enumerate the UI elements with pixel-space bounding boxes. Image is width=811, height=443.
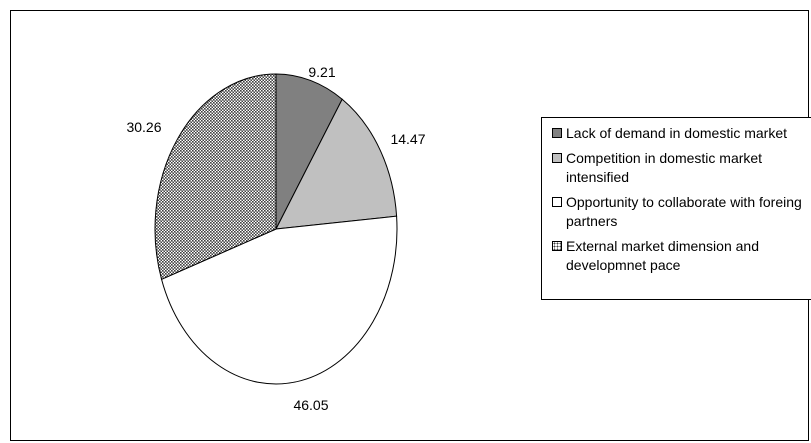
legend-item-competition: Competition in domestic market intensifi…: [552, 149, 811, 187]
pie-slice-opportunity: [160, 215, 398, 385]
pie-slice-lack-of-demand: [275, 73, 343, 230]
legend-swatch-competition: [552, 153, 562, 163]
data-label-external-market: 30.26: [126, 119, 161, 135]
legend-swatch-opportunity: [552, 197, 562, 207]
legend-label: Lack of demand in domestic market: [566, 125, 787, 141]
data-label-lack-of-demand: 9.21: [308, 64, 335, 80]
legend-item-external-market: External market dimension and developmne…: [552, 237, 811, 275]
pie-slice-competition: [275, 98, 398, 230]
legend-label: Competition in domestic market intensifi…: [566, 150, 763, 185]
legend-item-lack-of-demand: Lack of demand in domestic market: [552, 124, 811, 143]
chart-legend: Lack of demand in domestic market Compet…: [541, 117, 811, 300]
legend-item-opportunity: Opportunity to collaborate with foreing …: [552, 193, 811, 231]
data-label-opportunity: 46.05: [293, 397, 328, 413]
legend-label: External market dimension and developmne…: [566, 238, 759, 273]
pie-slice-external-market: [154, 73, 277, 281]
legend-label: Opportunity to collaborate with foreing …: [566, 194, 802, 229]
legend-swatch-lack-of-demand: [552, 128, 562, 138]
data-label-competition: 14.47: [390, 131, 425, 147]
legend-swatch-external-market: [552, 241, 562, 251]
